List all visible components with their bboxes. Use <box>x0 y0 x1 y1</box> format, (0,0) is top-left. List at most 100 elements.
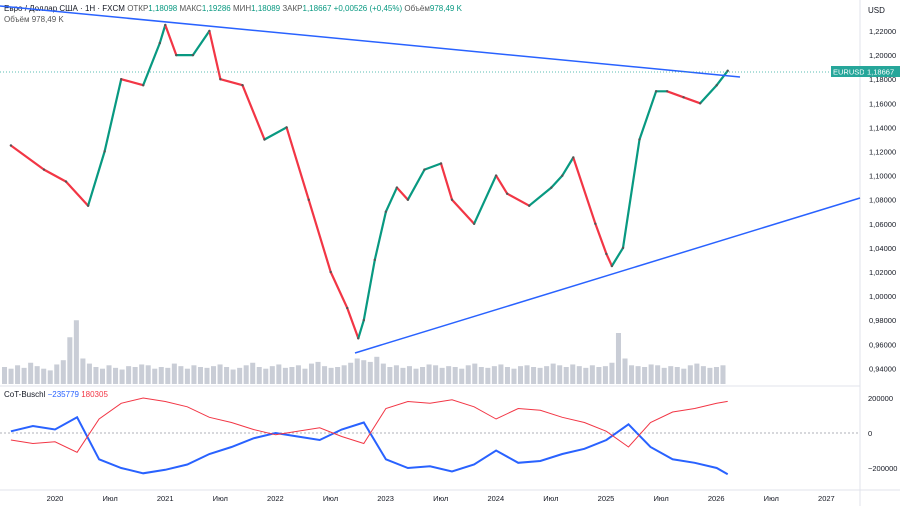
volume-legend[interactable]: Объём 978,49 K <box>4 15 64 24</box>
volume-bar <box>720 365 726 384</box>
price-tick: 1,18000 <box>869 75 896 84</box>
volume-bar <box>80 358 86 384</box>
volume-bar <box>583 367 589 384</box>
volume-bar <box>217 364 223 384</box>
volume-bar <box>171 363 177 384</box>
price-segment <box>86 150 106 207</box>
open-label: ОТКР <box>127 4 149 13</box>
price-point <box>699 102 702 105</box>
price-segment <box>605 252 614 268</box>
price-segment <box>572 156 597 225</box>
price-segment <box>346 307 360 340</box>
price-segment <box>9 144 46 171</box>
volume-bar <box>86 363 92 384</box>
price-point <box>621 246 625 250</box>
price-point <box>406 198 410 201</box>
cot-series <box>10 397 729 476</box>
cot-name: CoT-Buschl <box>4 390 46 399</box>
volume-bar <box>655 365 661 384</box>
volume-bar <box>491 366 497 384</box>
volume-bar <box>687 365 693 384</box>
volume-bar <box>465 365 471 384</box>
cot-value-blue: −235779 <box>47 390 79 399</box>
price-tick: 0,96000 <box>869 340 896 349</box>
price-tick: 1,12000 <box>869 148 896 157</box>
volume-bar <box>21 367 27 384</box>
volume-bar <box>41 368 47 384</box>
volume-bar <box>276 364 282 384</box>
volume-bar <box>60 360 66 384</box>
price-segment <box>329 270 349 310</box>
price-point <box>64 180 68 183</box>
price-tick: 1,00000 <box>869 292 896 301</box>
volume-bar <box>420 367 426 384</box>
volume-bar <box>34 366 40 384</box>
volume-bar <box>237 367 243 384</box>
price-point <box>241 84 244 87</box>
cot-legend[interactable]: CoT-Buschl −235779 180305 <box>4 390 108 399</box>
price-segment <box>665 90 685 99</box>
time-tick: Июл <box>102 494 117 503</box>
volume-bar <box>700 366 706 384</box>
volume-bar <box>615 333 621 384</box>
time-tick: Июл <box>764 494 779 503</box>
price-point <box>263 138 266 141</box>
volume-bar <box>230 369 236 384</box>
price-point <box>439 162 443 165</box>
price-segment <box>495 174 509 195</box>
high-label: МАКС <box>179 4 202 13</box>
price-point <box>208 29 211 33</box>
price-point <box>572 156 575 159</box>
volume-bar <box>126 366 132 384</box>
price-segment <box>373 210 387 261</box>
price-segment <box>362 258 376 322</box>
price-tick: 1,14000 <box>869 123 896 132</box>
price-point <box>528 204 531 207</box>
volume-bar <box>472 363 478 384</box>
support-trendline[interactable] <box>354 197 861 354</box>
volume-bar <box>504 367 510 384</box>
volume-bar <box>694 363 700 384</box>
volume-line-value: 978,49 K <box>31 15 64 24</box>
time-tick: Июл <box>433 494 448 503</box>
volume-bar <box>367 361 373 384</box>
close-value: 1,18667 <box>302 4 332 13</box>
price-point <box>638 138 641 141</box>
volume-bar <box>302 368 308 384</box>
price-point <box>594 222 597 225</box>
volume-bar <box>459 368 465 384</box>
low-value: 1,18089 <box>251 4 281 13</box>
price-point <box>362 319 365 322</box>
cot-tick: −200000 <box>868 464 897 473</box>
time-tick: 2021 <box>157 494 174 503</box>
price-segment <box>594 222 608 255</box>
volume-bar <box>315 361 321 384</box>
price-segment <box>423 162 443 171</box>
volume-bar <box>341 365 347 384</box>
price-point <box>654 90 658 93</box>
volume-bar <box>681 368 687 384</box>
volume-bar <box>563 367 569 384</box>
price-tick: 0,94000 <box>869 364 896 373</box>
resistance-trendline[interactable] <box>0 5 741 78</box>
price-segment <box>263 126 288 141</box>
price-point <box>605 252 608 256</box>
price-segment <box>191 29 211 57</box>
cot-line <box>10 397 728 453</box>
volume-bar <box>54 364 60 384</box>
volume-bar <box>439 367 445 384</box>
time-tick: Июл <box>323 494 338 503</box>
price-point <box>346 306 349 310</box>
symbol-legend[interactable]: Евро / Доллар США · 1Н · FXCM ОТКР1,1809… <box>4 4 462 13</box>
time-tick: Июл <box>653 494 668 503</box>
volume-bar <box>589 365 595 384</box>
symbol-title: Евро / Доллар США · 1Н · FXCM <box>4 4 125 13</box>
volume-bar <box>596 367 602 384</box>
volume-bar <box>308 363 315 384</box>
price-point <box>715 84 718 87</box>
price-segment <box>715 69 729 87</box>
volume-bar <box>295 365 301 384</box>
price-point <box>86 204 90 207</box>
volume-bar <box>119 369 125 384</box>
